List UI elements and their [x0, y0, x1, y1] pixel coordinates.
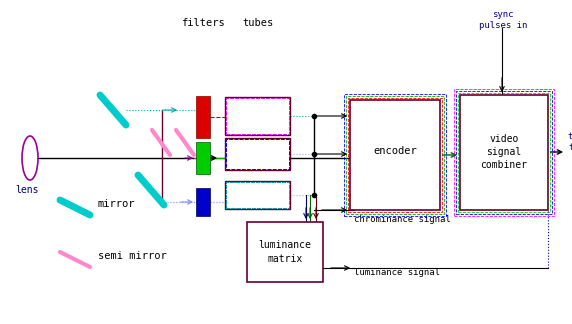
Bar	[226, 182, 289, 208]
Bar	[226, 139, 289, 169]
Bar	[226, 98, 289, 134]
Bar	[247, 222, 323, 282]
Bar	[225, 138, 290, 170]
Bar	[458, 93, 550, 212]
Bar	[225, 181, 290, 209]
Bar	[456, 91, 552, 214]
Bar	[454, 89, 554, 216]
Bar	[226, 98, 289, 134]
Bar	[226, 139, 289, 169]
Text: filters: filters	[181, 18, 225, 28]
Text: tubes: tubes	[243, 18, 273, 28]
Bar	[226, 98, 289, 134]
Text: video
signal
combiner: video signal combiner	[480, 134, 527, 170]
Bar	[226, 182, 289, 208]
Bar	[225, 97, 290, 135]
Text: semi mirror: semi mirror	[98, 251, 167, 261]
Text: lens: lens	[15, 185, 38, 195]
Bar	[196, 96, 210, 138]
Bar	[350, 100, 440, 210]
Text: luminance signal: luminance signal	[354, 268, 440, 277]
Text: mirror: mirror	[98, 199, 136, 209]
Text: luminance
matrix: luminance matrix	[259, 240, 311, 264]
Bar	[348, 98, 442, 212]
Bar	[460, 95, 548, 210]
Text: sync
pulses in: sync pulses in	[479, 10, 527, 30]
Bar	[226, 139, 289, 169]
Bar	[344, 94, 446, 216]
Text: to UHF
transmitter: to UHF transmitter	[568, 132, 572, 152]
Bar	[196, 188, 210, 216]
Text: chrominance signal: chrominance signal	[354, 215, 451, 224]
Text: encoder: encoder	[373, 146, 417, 156]
Bar	[226, 182, 289, 208]
Bar	[346, 96, 444, 214]
Bar	[196, 142, 210, 174]
